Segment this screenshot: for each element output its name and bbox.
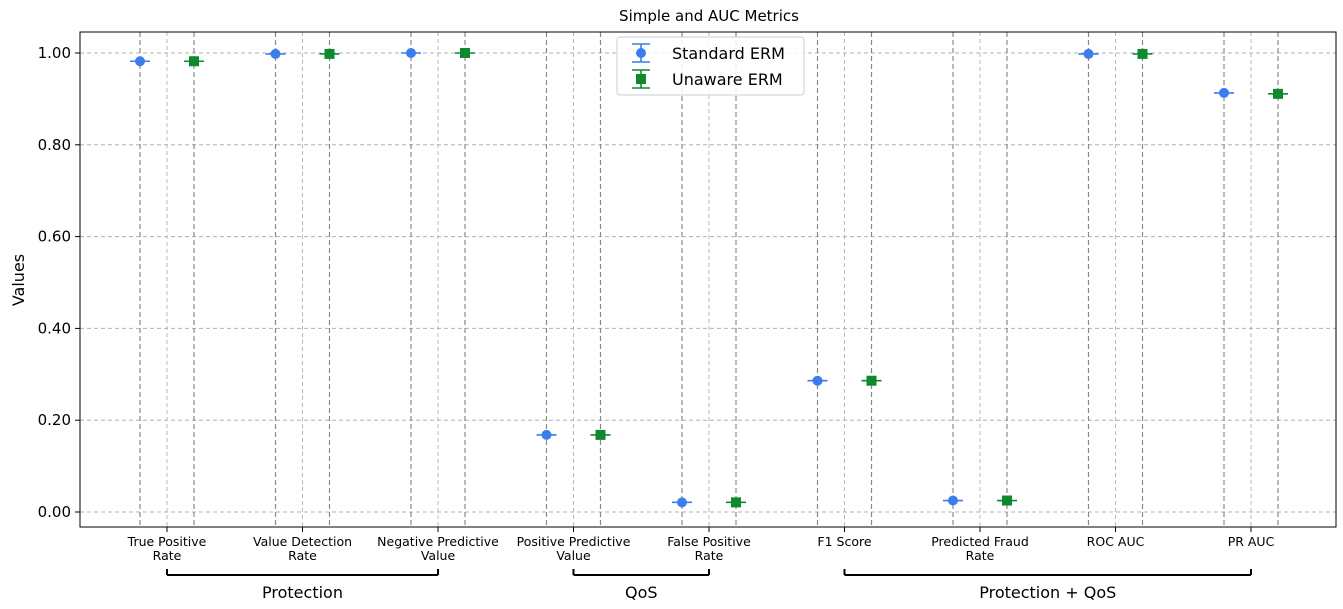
y-tick-label: 0.40 (38, 319, 71, 337)
unaware-erm-point (1002, 495, 1012, 506)
group-label: Protection + QoS (979, 583, 1116, 602)
unaware-erm-point (595, 429, 606, 440)
standard-erm-point (812, 375, 823, 386)
standard-erm-point (541, 429, 552, 440)
x-tick-label: False Positive Rate (667, 534, 751, 563)
chart-title: Simple and AUC Metrics (619, 7, 799, 25)
grid-layer (80, 52, 1336, 513)
x-tick-label: ROC AUC (1087, 534, 1145, 549)
unaware-erm-point (189, 56, 199, 67)
x-tick-label: PR AUC (1228, 534, 1275, 549)
group-label: QoS (625, 583, 658, 602)
category-guide-lines (139, 32, 1279, 527)
x-tick-label: True Positive Rate (127, 534, 207, 563)
legend-marker-circle (636, 48, 646, 58)
unaware-erm-point (1273, 88, 1283, 99)
unaware-erm-point (1137, 48, 1148, 59)
legend-label: Unaware ERM (672, 70, 783, 89)
y-tick-label: 0.80 (38, 136, 71, 154)
y-tick-label: 1.00 (38, 44, 71, 62)
data-markers (130, 48, 1288, 508)
category-labels: True Positive Rate Value Detection Rate Nega… (127, 534, 1275, 563)
standard-erm-point (1083, 48, 1094, 59)
legend-label: Standard ERM (672, 44, 785, 63)
y-tick-label: 0.00 (38, 503, 71, 521)
standard-erm-point (406, 48, 416, 58)
standard-erm-point (1219, 87, 1229, 98)
group-label: Protection (262, 583, 343, 602)
category-groups: Protection QoS Protection + QoS (166, 569, 1252, 602)
legend: Standard ERM Unaware ERM (616, 36, 805, 96)
standard-erm-point (270, 48, 281, 59)
unaware-erm-point (731, 497, 741, 508)
legend-marker-square (636, 74, 646, 84)
y-tick-label: 0.20 (38, 411, 71, 429)
plot-frame (79, 31, 1337, 528)
axis-ticks: 0.00 0.20 0.40 0.60 0.80 1.00 (38, 44, 1252, 532)
y-tick-label: 0.60 (38, 228, 71, 246)
unaware-erm-point (324, 48, 335, 59)
x-tick-label: Predicted Fraud Rate (931, 534, 1029, 563)
standard-erm-point (677, 497, 687, 508)
x-tick-label: Positive Predictive Value (517, 534, 631, 563)
legend-box (616, 36, 805, 96)
standard-erm-point (135, 56, 145, 67)
unaware-erm-point (460, 48, 470, 58)
x-tick-label: Negative Predictive Value (377, 534, 499, 563)
x-tick-label: Value Detection Rate (253, 534, 352, 563)
y-axis-label: Values (9, 254, 28, 306)
x-tick-label: F1 Score (817, 534, 871, 549)
standard-erm-point (948, 495, 958, 506)
unaware-erm-point (866, 375, 877, 386)
